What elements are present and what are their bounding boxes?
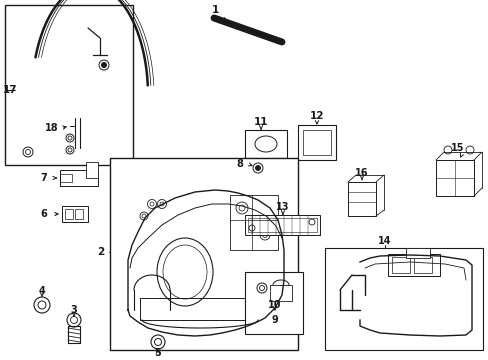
- Text: 6: 6: [41, 209, 47, 219]
- Bar: [244, 215, 319, 235]
- Text: 2: 2: [97, 247, 104, 257]
- Bar: [60, 174, 72, 182]
- Bar: [86, 162, 98, 178]
- Bar: [247, 218, 316, 232]
- Bar: [5, 5, 133, 165]
- Circle shape: [102, 63, 106, 68]
- Bar: [413, 257, 431, 273]
- Text: 15: 15: [450, 143, 464, 153]
- Bar: [65, 209, 73, 219]
- Text: 16: 16: [354, 168, 368, 178]
- Bar: [405, 248, 429, 258]
- Bar: [244, 130, 286, 158]
- Bar: [347, 182, 375, 216]
- Text: 1: 1: [211, 5, 218, 15]
- Bar: [387, 254, 439, 276]
- Text: 13: 13: [276, 202, 289, 212]
- Bar: [244, 272, 303, 334]
- Circle shape: [255, 166, 260, 171]
- Text: 7: 7: [41, 173, 47, 183]
- Bar: [229, 195, 278, 250]
- Bar: [269, 285, 291, 301]
- Bar: [75, 209, 83, 219]
- Text: 4: 4: [39, 286, 45, 296]
- Text: 3: 3: [70, 305, 77, 315]
- Text: 11: 11: [253, 117, 268, 127]
- Text: 12: 12: [309, 111, 324, 121]
- Text: 8: 8: [236, 159, 243, 169]
- Bar: [110, 158, 297, 350]
- Bar: [325, 248, 482, 350]
- Bar: [62, 206, 88, 222]
- Text: 14: 14: [378, 236, 391, 246]
- Bar: [303, 130, 330, 155]
- Bar: [391, 257, 409, 273]
- Text: 18: 18: [45, 123, 59, 133]
- Bar: [60, 170, 98, 186]
- Text: 17: 17: [3, 85, 18, 95]
- Text: 5: 5: [154, 348, 161, 358]
- Bar: [297, 125, 335, 160]
- Text: 10: 10: [268, 300, 281, 310]
- Bar: [435, 160, 473, 196]
- Text: 9: 9: [271, 315, 278, 325]
- Bar: [140, 298, 260, 320]
